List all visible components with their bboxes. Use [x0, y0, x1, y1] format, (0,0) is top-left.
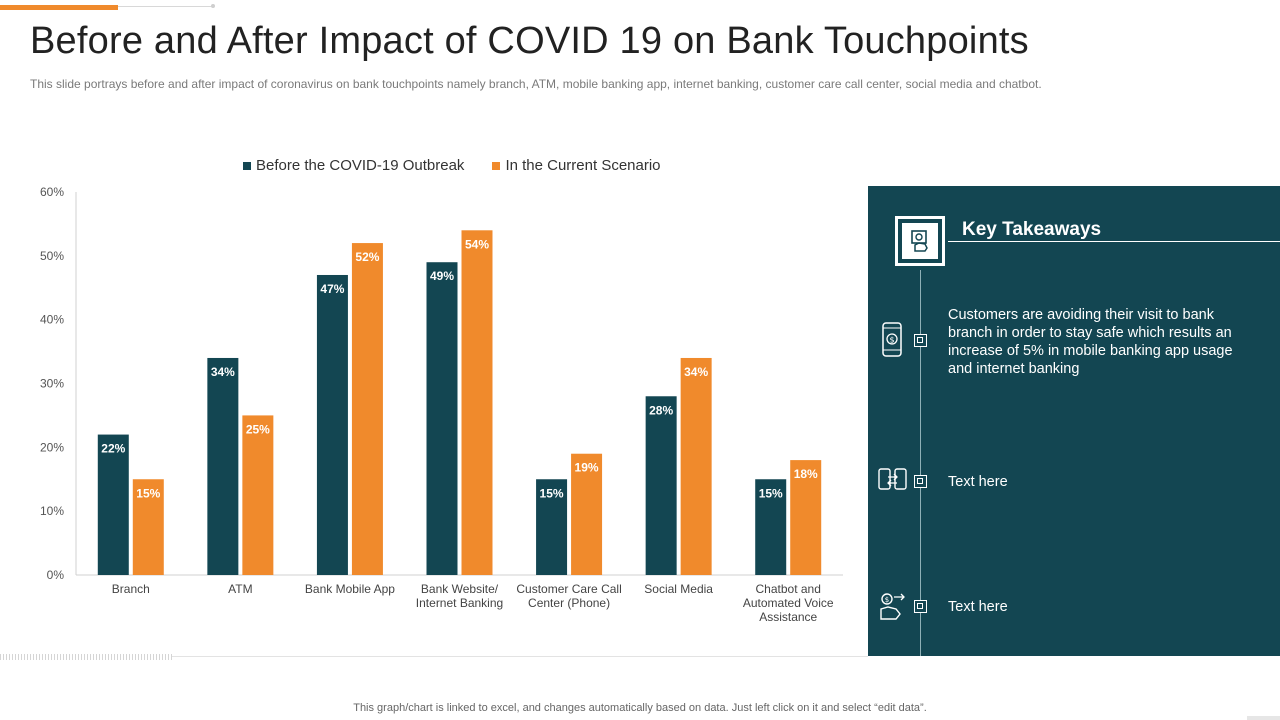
x-tick-label: Bank Website/	[421, 582, 499, 596]
data-label: 25%	[246, 422, 270, 436]
takeaway-text-1: Customers are avoiding their visit to ba…	[948, 307, 1233, 377]
timeline-node-2	[914, 475, 927, 488]
key-takeaways-underline	[948, 241, 1280, 242]
bar-current	[461, 230, 493, 576]
bar-before	[97, 434, 129, 575]
data-label: 18%	[794, 467, 818, 481]
bar-before	[426, 262, 458, 575]
data-label: 34%	[684, 365, 708, 379]
bar-current	[351, 243, 383, 576]
key-takeaways-title: Key Takeaways	[962, 219, 1102, 240]
svg-text:$: $	[889, 336, 894, 345]
data-label: 49%	[430, 269, 454, 283]
accent-line	[118, 6, 213, 7]
x-tick-label: Social Media	[644, 582, 713, 596]
online-payment-icon: $	[878, 591, 908, 625]
data-label: 15%	[540, 486, 564, 500]
footer-hatch	[0, 654, 172, 660]
data-label: 19%	[575, 461, 599, 475]
data-label: 54%	[465, 237, 489, 251]
mobile-banking-icon: $	[878, 322, 908, 357]
data-label: 47%	[320, 282, 344, 296]
x-tick-label: Branch	[112, 582, 150, 596]
key-takeaways-badge	[895, 216, 945, 266]
bar-chart: 0% 10% 20% 30% 40% 50% 60% 22% 15% Branch 34% 25% AT…	[40, 185, 843, 624]
corner-mark	[1247, 716, 1280, 720]
svg-text:$: $	[885, 596, 889, 604]
x-tick-label: Customer Care Call	[516, 582, 621, 596]
bar-before	[755, 479, 787, 575]
x-tick-label: ATM	[228, 582, 252, 596]
legend-label-current: In the Current Scenario	[505, 157, 661, 174]
chart-legend: Before the COVID-19 Outbreak In the Curr…	[243, 157, 661, 174]
hand-atm-icon	[902, 223, 938, 259]
data-label: 15%	[759, 486, 783, 500]
legend-swatch-before	[243, 161, 251, 170]
legend-label-before: Before the COVID-19 Outbreak	[256, 157, 465, 174]
legend-item-before: Before the COVID-19 Outbreak	[243, 157, 464, 174]
slide-title: Before and After Impact of COVID 19 on B…	[30, 20, 1029, 62]
y-tick-label: 60%	[40, 185, 64, 199]
bar-current	[132, 479, 164, 575]
y-tick-label: 20%	[40, 440, 64, 454]
slide-subtitle: This slide portrays before and after imp…	[30, 77, 1042, 91]
bar-current	[242, 415, 274, 575]
timeline-line	[920, 270, 921, 656]
x-tick-label: Chatbot and	[756, 582, 821, 596]
footer-note: This graph/chart is linked to excel, and…	[353, 702, 927, 714]
bar-before	[316, 274, 348, 575]
x-tick-label: Center (Phone)	[528, 596, 610, 610]
y-tick-label: 40%	[40, 313, 64, 327]
y-tick-label: 50%	[40, 249, 64, 263]
footer-divider	[172, 656, 868, 657]
bar-current	[790, 460, 822, 575]
y-tick-label: 30%	[40, 377, 64, 391]
bar-before	[536, 479, 568, 575]
x-tick-label: Automated Voice	[743, 596, 834, 610]
timeline-node-3	[914, 600, 927, 613]
y-tick-label: 0%	[47, 568, 65, 582]
x-tick-label: Assistance	[759, 610, 817, 624]
money-transfer-icon	[878, 465, 908, 499]
legend-item-current: In the Current Scenario	[492, 157, 661, 174]
data-label: 52%	[355, 250, 379, 264]
bar-current	[680, 357, 712, 575]
legend-swatch-current	[492, 161, 501, 170]
data-label: 28%	[649, 403, 673, 417]
y-tick-label: 10%	[40, 504, 64, 518]
bar-before	[207, 357, 239, 575]
takeaway-text-3: Text here	[948, 599, 1008, 615]
x-tick-label: Internet Banking	[416, 596, 503, 610]
data-label: 34%	[211, 365, 235, 379]
timeline-node-1	[914, 334, 927, 347]
key-takeaways-panel: Key Takeaways $ Customers are avoiding t…	[868, 186, 1280, 656]
accent-dot	[211, 4, 215, 8]
bar-current	[571, 453, 603, 575]
data-label: 22%	[101, 442, 125, 456]
accent-bar	[0, 5, 118, 10]
x-tick-label: Bank Mobile App	[305, 582, 395, 596]
bar-before	[645, 396, 677, 575]
takeaway-text-2: Text here	[948, 474, 1008, 490]
data-label: 15%	[136, 486, 160, 500]
